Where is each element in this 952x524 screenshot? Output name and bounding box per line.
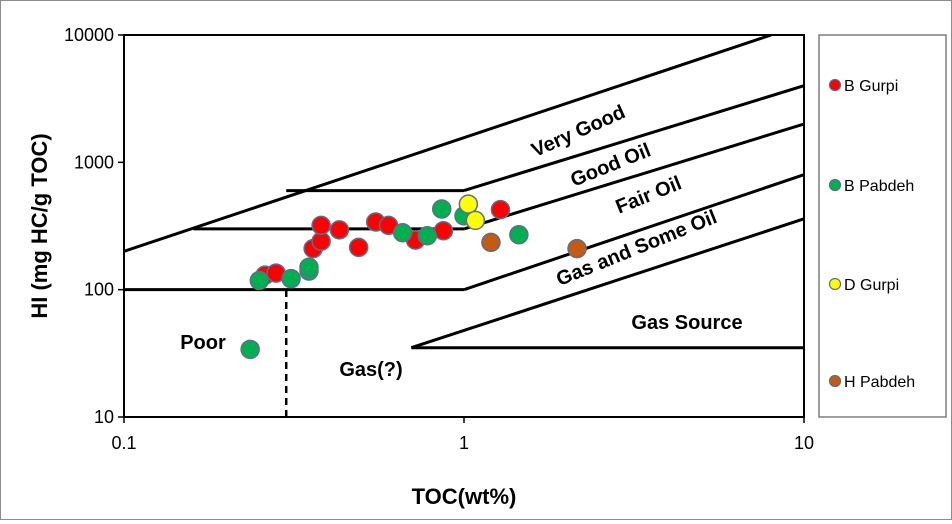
data-point: [299, 257, 319, 277]
data-point: [433, 221, 454, 241]
legend-marker: [828, 374, 842, 388]
legend-marker: [828, 178, 842, 192]
x-axis-title: TOC(wt%): [412, 484, 517, 509]
data-points: [240, 194, 587, 360]
boundary-lines: [124, 35, 804, 417]
data-point: [240, 339, 260, 360]
region-label: Gas Source: [631, 312, 742, 334]
data-point: [311, 215, 331, 236]
y-tick-label: 10000: [64, 25, 114, 45]
data-point: [567, 238, 587, 259]
data-point: [417, 226, 438, 246]
data-point: [329, 220, 350, 240]
legend-label: D Gurpi: [844, 277, 899, 294]
legend-label: B Gurpi: [844, 78, 898, 95]
data-point: [281, 268, 301, 289]
y-tick-label: 1000: [74, 152, 114, 172]
boundary-line: [463, 122, 804, 231]
data-point: [249, 270, 270, 291]
legend-marker: [828, 277, 842, 291]
data-point: [509, 224, 529, 245]
data-point: [465, 210, 486, 231]
data-point: [392, 222, 413, 243]
boundary-line: [410, 217, 804, 350]
y-tick-label: 100: [84, 280, 114, 300]
data-point: [490, 199, 511, 220]
y-tick-label: 10: [94, 407, 114, 427]
region-label: Gas(?): [339, 359, 402, 381]
x-tick-label: 10: [794, 433, 814, 453]
y-axis-title: HI (mg HC/g TOC): [27, 133, 52, 318]
boundary-line: [463, 84, 804, 193]
region-label: Poor: [180, 332, 226, 354]
data-point: [481, 232, 501, 253]
x-tick-label: 1: [459, 433, 469, 453]
legend-label: B Pabdeh: [844, 178, 914, 195]
x-tick-label: 0.1: [111, 433, 136, 453]
data-point: [458, 194, 479, 214]
boundary-line: [124, 35, 772, 253]
data-point: [431, 199, 452, 219]
legend-label: H Pabdeh: [844, 374, 915, 391]
legend-box: [818, 34, 947, 418]
boundary-line: [463, 173, 804, 292]
legend-marker: [828, 78, 842, 92]
data-point: [348, 237, 369, 258]
